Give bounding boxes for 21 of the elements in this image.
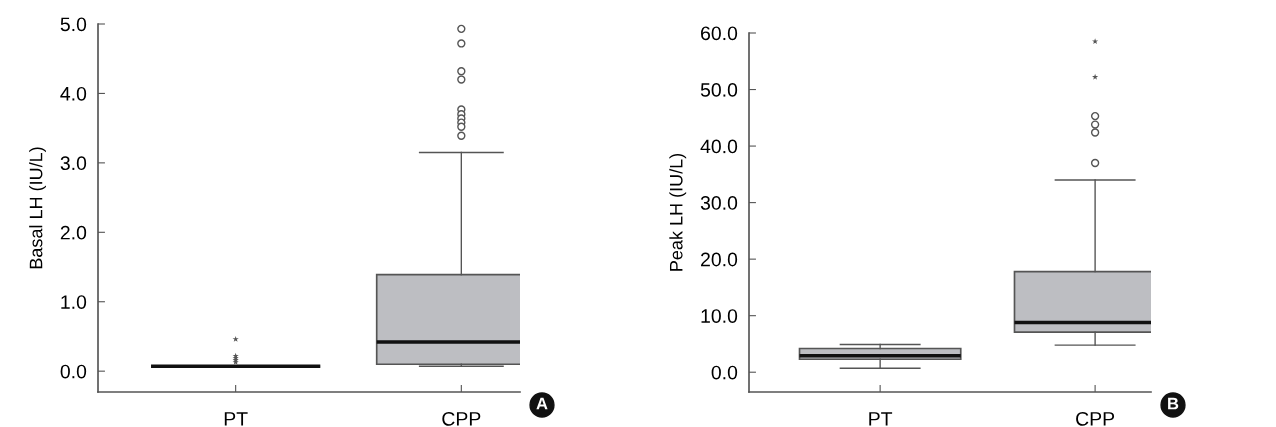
text: A bbox=[536, 397, 548, 410]
y-tick-label: 0.0 bbox=[711, 365, 738, 380]
y-axis-title: Peak LH (IU/L) bbox=[669, 153, 687, 271]
x-tick-label: CPP bbox=[442, 411, 481, 426]
text: B bbox=[1168, 397, 1179, 410]
y-tick-label: 60.0 bbox=[701, 26, 738, 41]
y-axis-title: Basal LH (IU/L) bbox=[29, 147, 46, 269]
y-tick-label: 30.0 bbox=[700, 196, 738, 210]
y-tick-label: 5.0 bbox=[60, 17, 87, 32]
y-tick-label: 3.0 bbox=[60, 156, 87, 171]
y-tick-label: 2.0 bbox=[60, 225, 87, 240]
y-tick-label: 4.0 bbox=[60, 86, 87, 101]
x-tick-label: CPP bbox=[1076, 411, 1115, 426]
x-tick-label: PT bbox=[869, 412, 893, 426]
y-tick-label: 50.0 bbox=[700, 83, 738, 97]
y-tick-label: 0.0 bbox=[60, 364, 87, 379]
y-tick-label: 20.0 bbox=[701, 252, 738, 267]
y-tick-label: 1.0 bbox=[61, 295, 87, 309]
y-tick-label: 10.0 bbox=[701, 309, 738, 323]
y-tick-label: 40.0 bbox=[700, 139, 738, 154]
x-tick-label: PT bbox=[224, 412, 248, 426]
